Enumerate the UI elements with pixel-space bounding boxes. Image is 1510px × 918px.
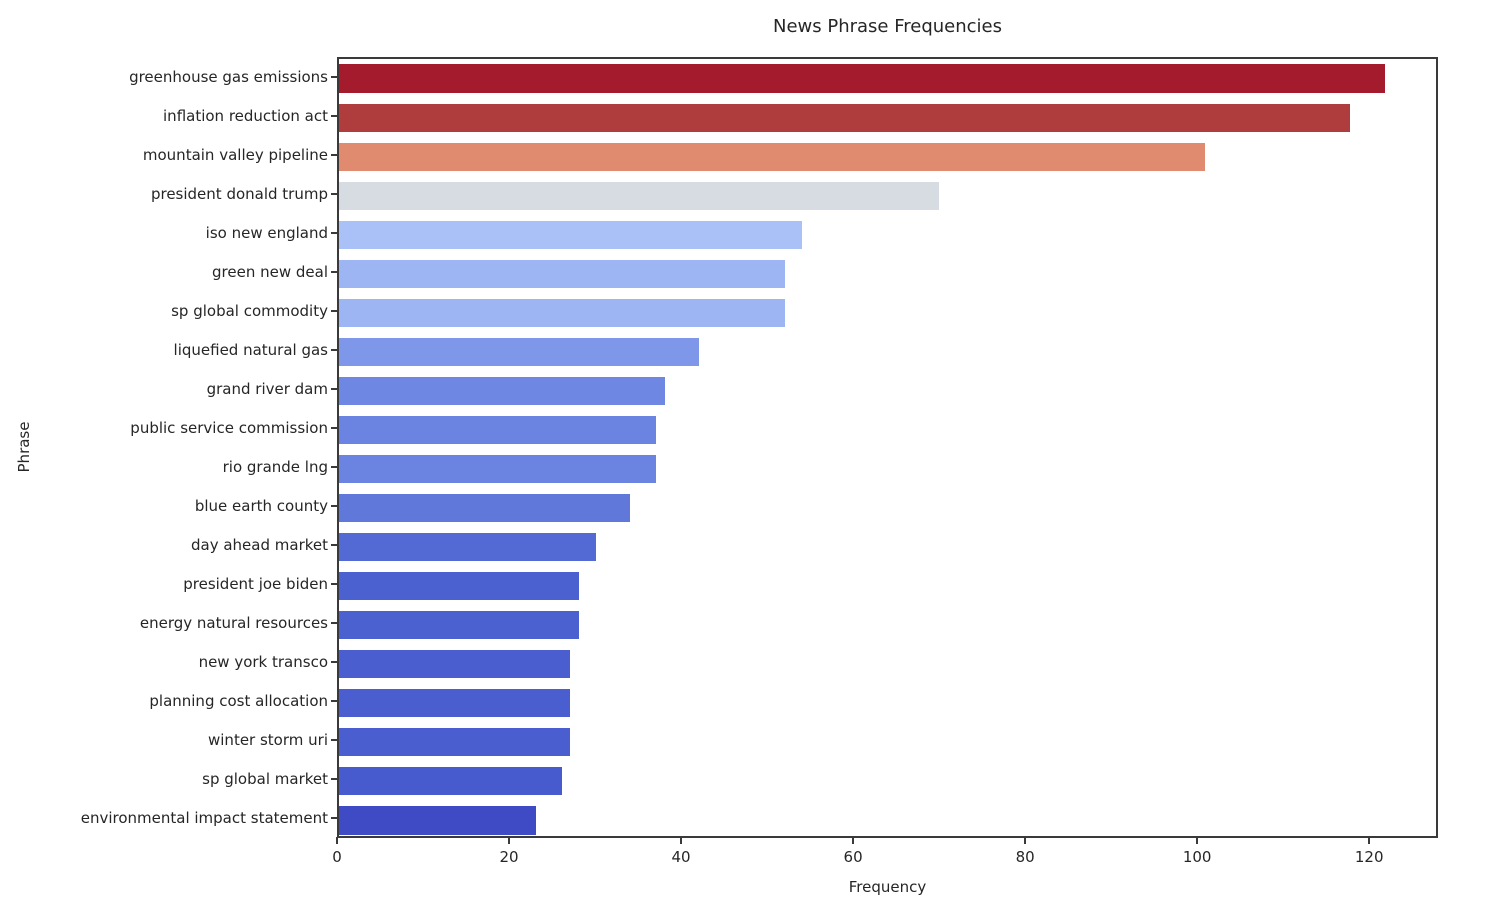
y-tick-mark xyxy=(331,661,337,664)
bar xyxy=(339,572,579,601)
y-tick-label: iso new england xyxy=(205,223,328,242)
y-axis-title: Phrase xyxy=(15,421,33,473)
bar xyxy=(339,181,939,210)
bar xyxy=(339,415,657,445)
x-tick-mark xyxy=(852,837,855,844)
y-tick-mark xyxy=(331,192,337,195)
y-tick-label: planning cost allocation xyxy=(149,692,328,711)
bar xyxy=(339,376,665,405)
bar xyxy=(339,767,562,796)
x-tick-label: 20 xyxy=(499,848,519,866)
bar xyxy=(339,103,1351,132)
x-tick-label: 80 xyxy=(1015,848,1035,866)
x-tick-label: 0 xyxy=(332,848,342,866)
bar xyxy=(339,611,579,640)
plot-area xyxy=(337,57,1438,838)
y-tick-mark xyxy=(331,270,337,273)
y-tick-label: sp global market xyxy=(202,770,328,789)
x-tick-label: 120 xyxy=(1354,848,1384,866)
chart-title: News Phrase Frequencies xyxy=(772,16,1003,37)
bar xyxy=(339,220,802,249)
y-tick-mark xyxy=(331,348,337,351)
bar xyxy=(339,298,785,327)
y-tick-label: public service commission xyxy=(130,418,328,437)
bar xyxy=(339,142,1205,171)
y-tick-label: inflation reduction act xyxy=(163,106,328,125)
y-tick-label: mountain valley pipeline xyxy=(142,145,328,164)
y-tick-label: energy natural resources xyxy=(139,614,328,633)
x-axis-title: Frequency xyxy=(848,878,927,896)
y-tick-label: sp global commodity xyxy=(171,301,328,320)
bar xyxy=(339,728,571,757)
y-tick-label: green new deal xyxy=(212,262,328,281)
x-tick-label: 60 xyxy=(843,848,863,866)
y-tick-mark xyxy=(331,505,337,508)
y-tick-label: president joe biden xyxy=(183,575,328,594)
y-tick-mark xyxy=(331,387,337,390)
x-tick-mark xyxy=(680,837,683,844)
y-tick-mark xyxy=(331,622,337,625)
y-tick-mark xyxy=(331,309,337,312)
y-tick-label: grand river dam xyxy=(206,379,328,398)
y-tick-label: new york transco xyxy=(198,653,328,672)
y-tick-label: president donald trump xyxy=(150,184,328,203)
bar xyxy=(339,650,571,679)
y-tick-label: environmental impact statement xyxy=(80,809,328,828)
y-tick-label: greenhouse gas emissions xyxy=(129,67,328,86)
x-tick-mark xyxy=(1368,837,1371,844)
y-tick-mark xyxy=(331,114,337,117)
y-tick-mark xyxy=(331,817,337,820)
bar xyxy=(339,689,571,718)
y-tick-mark xyxy=(331,739,337,742)
y-tick-mark xyxy=(331,700,337,703)
bar xyxy=(339,806,537,835)
y-tick-mark xyxy=(331,466,337,469)
x-tick-mark xyxy=(336,837,338,844)
bar xyxy=(339,533,597,562)
bar xyxy=(339,64,1385,93)
y-tick-label: rio grande lng xyxy=(222,458,328,477)
y-tick-mark xyxy=(331,153,337,156)
y-tick-mark xyxy=(331,75,337,78)
bar xyxy=(339,454,657,484)
y-tick-mark xyxy=(331,583,337,586)
bar xyxy=(339,494,631,523)
y-tick-mark xyxy=(331,544,337,547)
y-tick-label: liquefied natural gas xyxy=(173,340,328,359)
y-tick-mark xyxy=(331,426,337,429)
y-tick-label: blue earth county xyxy=(194,497,328,516)
x-tick-label: 100 xyxy=(1182,848,1212,866)
x-tick-mark xyxy=(1196,837,1199,844)
y-tick-mark xyxy=(331,778,337,781)
bar xyxy=(339,259,785,288)
x-tick-mark xyxy=(1024,837,1027,844)
x-tick-label: 40 xyxy=(671,848,691,866)
y-tick-mark xyxy=(331,231,337,234)
y-tick-label: winter storm uri xyxy=(208,731,328,750)
bar xyxy=(339,337,699,366)
y-tick-label: day ahead market xyxy=(191,536,328,555)
x-tick-mark xyxy=(508,837,511,844)
